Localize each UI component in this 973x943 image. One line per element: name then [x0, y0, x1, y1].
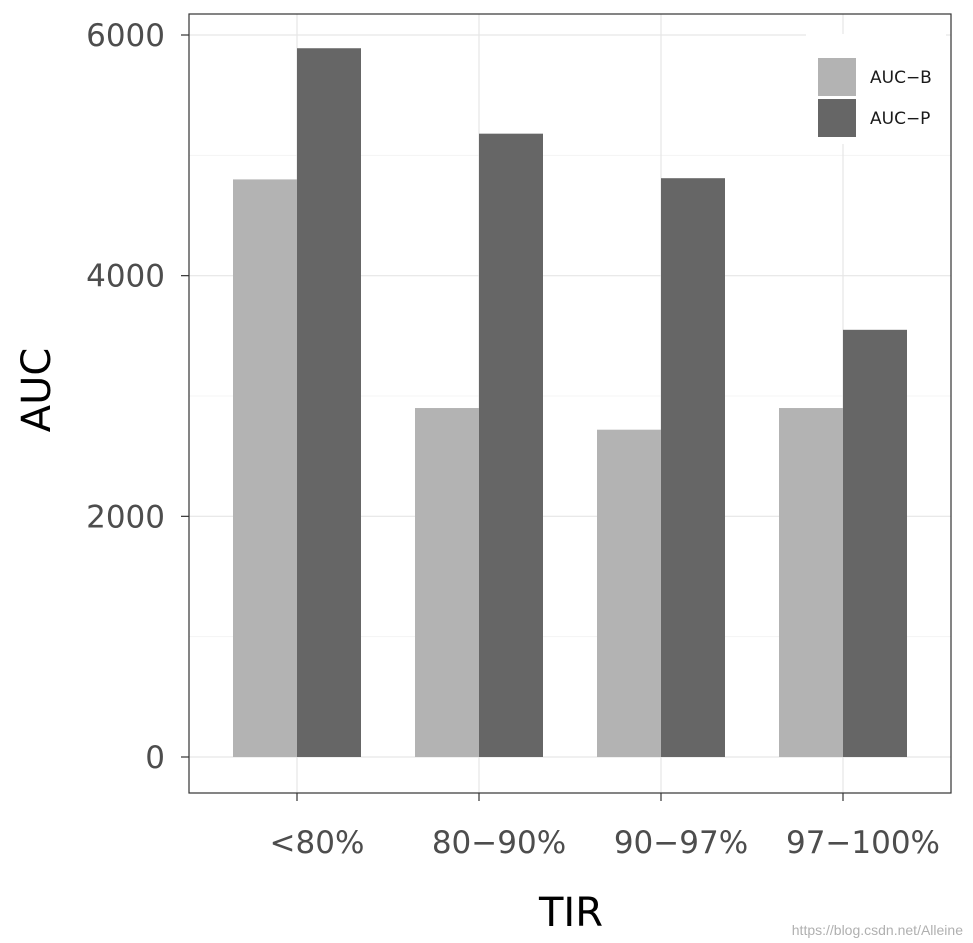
- bar-auc-b-2: [597, 429, 661, 757]
- bar-auc-p-2: [661, 178, 725, 758]
- legend-key-auc-p: [818, 99, 856, 137]
- x-tick-label: 80−90%: [432, 825, 566, 861]
- x-tick-label: 90−97%: [614, 825, 748, 861]
- bar-auc-b-3: [779, 408, 843, 757]
- x-axis-title: TIR: [538, 890, 603, 936]
- y-tick-label: 4000: [86, 259, 165, 295]
- bar-auc-p-0: [297, 48, 361, 757]
- y-tick-label: 6000: [86, 18, 165, 54]
- bar-auc-p-3: [843, 329, 907, 757]
- bar-auc-b-0: [233, 179, 297, 757]
- legend-label-auc-b: AUC−B: [870, 68, 932, 88]
- bar-auc-p-1: [479, 133, 543, 757]
- x-tick-label: <80%: [270, 825, 365, 861]
- y-tick-label: 2000: [86, 499, 165, 535]
- watermark: https://blog.csdn.net/Alleine: [792, 922, 963, 938]
- bar-auc-b-1: [415, 408, 479, 757]
- x-tick-label: 97−100%: [786, 825, 940, 861]
- plot-panel-border: [188, 13, 952, 794]
- y-axis: 0 2000 4000 6000: [86, 18, 189, 776]
- bars-layer: [233, 48, 907, 758]
- y-axis-title: AUC: [14, 348, 60, 433]
- legend-key-auc-b: [818, 58, 856, 96]
- legend: AUC−B AUC−P: [806, 34, 946, 144]
- legend-label-auc-p: AUC−P: [870, 109, 930, 129]
- x-axis: <80% 80−90% 90−97% 97−100%: [270, 793, 940, 861]
- y-tick-label: 0: [145, 740, 165, 776]
